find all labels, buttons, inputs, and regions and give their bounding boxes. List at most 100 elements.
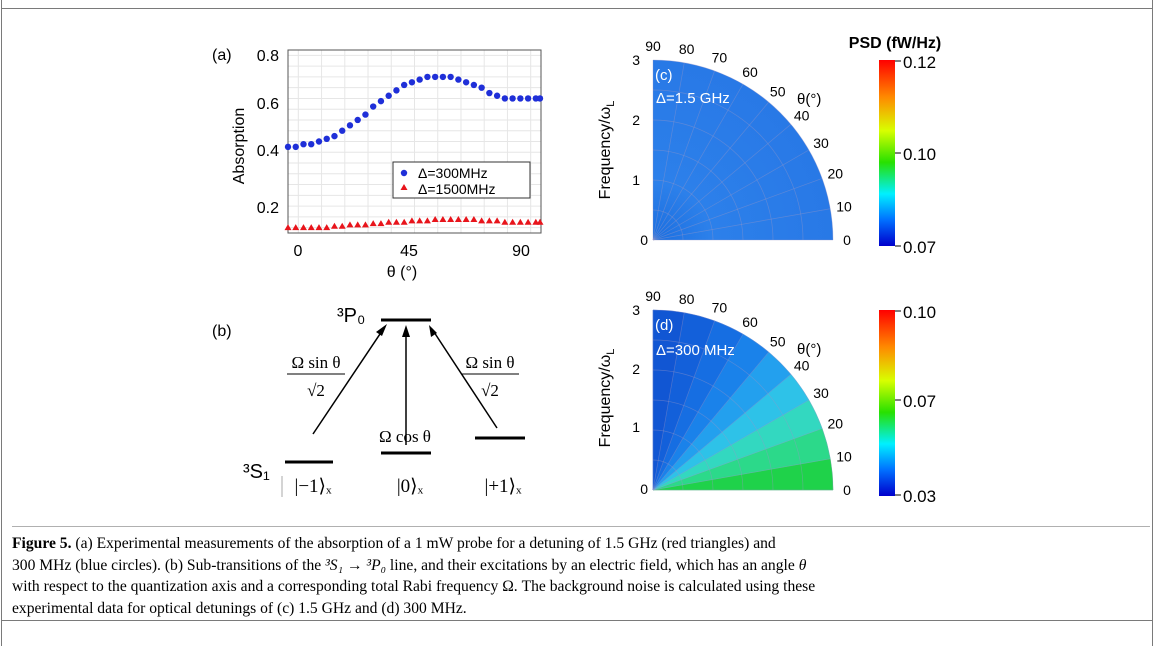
colorbar-tick-label: 0.07 [903, 238, 936, 257]
data-point-300mhz [284, 143, 292, 151]
data-point-1500mhz [493, 217, 501, 224]
polar-grid-arc [652, 119, 774, 241]
polar-grid-spoke [652, 312, 685, 491]
polar-grid-spoke [652, 374, 792, 491]
polar-grid-spoke [652, 208, 831, 241]
polar-grid-arc [652, 179, 714, 241]
data-point-300mhz [478, 84, 485, 91]
data-point-300mhz [323, 135, 330, 143]
polar-grid-spoke [652, 458, 831, 491]
radial-tick: 3 [632, 302, 640, 318]
data-point-300mhz [400, 81, 408, 89]
data-point-1500mhz [462, 216, 470, 223]
angle-tick-label: 0 [843, 482, 851, 498]
data-point-1500mhz [408, 217, 416, 224]
colorbar-tick-label: 0.03 [903, 487, 936, 506]
panel-c-ylabel: Frequency/ωL [597, 101, 617, 200]
radial-tick: 1 [632, 172, 640, 188]
coupling-center: Ω cos θ [379, 427, 431, 446]
data-point-1500mhz [292, 224, 300, 231]
polar-grid-spoke [652, 351, 769, 491]
data-point-1500mhz [524, 218, 532, 225]
polar-grid-spoke [652, 149, 810, 241]
panel-d-angle-label: θ(°) [797, 341, 821, 358]
polar-grid-spoke [652, 428, 823, 491]
upper-level-label: ³P₀ [337, 305, 365, 327]
polar-grid-spoke [652, 101, 769, 241]
polar-grid-arc [652, 309, 834, 491]
panel-d-label: (d) [655, 317, 673, 334]
panel-a-ylabel: Absorption [231, 108, 248, 185]
figure-5: (a) Absorption 0.8 0.6 0.4 0.2 0 45 90 θ… [212, 35, 941, 506]
angle-tick-label: 30 [813, 135, 829, 151]
data-point-300mhz [292, 143, 299, 151]
polar-grid-arc [652, 429, 714, 491]
data-point-1500mhz [423, 217, 431, 224]
data-point-300mhz [455, 76, 462, 83]
colorbar-c [879, 60, 895, 246]
polar-grid-spoke [652, 124, 792, 241]
data-point-1500mhz [323, 224, 331, 231]
transition-arrow-left [312, 327, 385, 435]
caption-line: 300 MHz (blue circles). (b) Sub-transiti… [12, 556, 807, 574]
angle-tick-label: 90 [645, 38, 661, 54]
data-point-1500mhz [385, 218, 393, 225]
figure-caption: Figure 5. (a) Experimental measurements … [12, 533, 1147, 619]
panel-c-label: (c) [655, 67, 673, 84]
panel-c-polar-grid [652, 59, 834, 241]
polar-grid-arc [652, 339, 804, 491]
data-point-1500mhz [485, 217, 493, 224]
data-point-1500mhz [454, 216, 462, 223]
caption-divider [12, 526, 1150, 527]
data-point-300mhz [501, 95, 509, 102]
data-point-1500mhz [431, 216, 439, 223]
panel-a-axes-box [287, 49, 542, 234]
data-point-300mhz [346, 122, 354, 129]
lower-level-label: ³S₁ [243, 461, 270, 483]
polar-grid-arc [652, 209, 684, 241]
legend-marker-triangle [400, 184, 408, 190]
data-point-300mhz [524, 95, 532, 102]
angle-tick-label: 20 [828, 416, 844, 432]
ket-minus1: |−1⟩ₓ [295, 476, 332, 497]
polar-grid-arc [652, 59, 834, 241]
data-point-1500mhz [400, 218, 408, 225]
data-point-1500mhz [478, 217, 486, 224]
arrowhead [402, 325, 410, 337]
transition-arrow-right [431, 328, 498, 429]
angle-tick-label: 90 [645, 288, 661, 304]
caption-line: Figure 5. (a) Experimental measurements … [12, 535, 776, 552]
data-point-300mhz [447, 73, 454, 81]
data-point-1500mhz [361, 221, 369, 228]
data-point-300mhz [339, 127, 346, 134]
panel-a-ytick: 0.6 [257, 96, 279, 113]
angle-tick-label: 70 [712, 300, 728, 316]
angle-tick-label: 70 [712, 50, 728, 66]
data-point-300mhz [536, 95, 544, 102]
angle-tick-label: 80 [679, 291, 695, 307]
data-point-1500mhz [338, 222, 346, 229]
data-point-300mhz [300, 140, 307, 148]
coupling-right-numerator: Ω sin θ [465, 353, 514, 372]
data-point-300mhz [424, 73, 431, 81]
angle-tick-label: 40 [794, 357, 810, 373]
colorbar-tick-label: 0.10 [903, 303, 936, 322]
panel-d: (d) Δ=300 MHz Frequency/ωL 3 2 1 0 0 10 20… [597, 288, 936, 506]
panel-c-angle-label: θ(°) [797, 91, 821, 108]
data-point-1500mhz [536, 218, 544, 225]
page-frame-bottom [1, 620, 1153, 621]
polar-grid-arc [652, 89, 804, 241]
data-point-1500mhz [392, 218, 400, 225]
panel-d-ylabel: Frequency/ωL [597, 349, 617, 448]
data-point-1500mhz [516, 218, 524, 225]
panel-a: (a) Absorption 0.8 0.6 0.4 0.2 0 45 90 θ… [212, 47, 544, 281]
coupling-right-denominator: √2 [481, 381, 499, 400]
polar-grid-spoke [652, 320, 715, 491]
legend-entry: Δ=1500MHz [418, 181, 495, 197]
data-point-300mhz [470, 81, 478, 89]
data-point-300mhz [493, 92, 501, 99]
ket-plus1: |+1⟩ₓ [485, 476, 522, 497]
polar-grid-spoke [652, 399, 810, 491]
